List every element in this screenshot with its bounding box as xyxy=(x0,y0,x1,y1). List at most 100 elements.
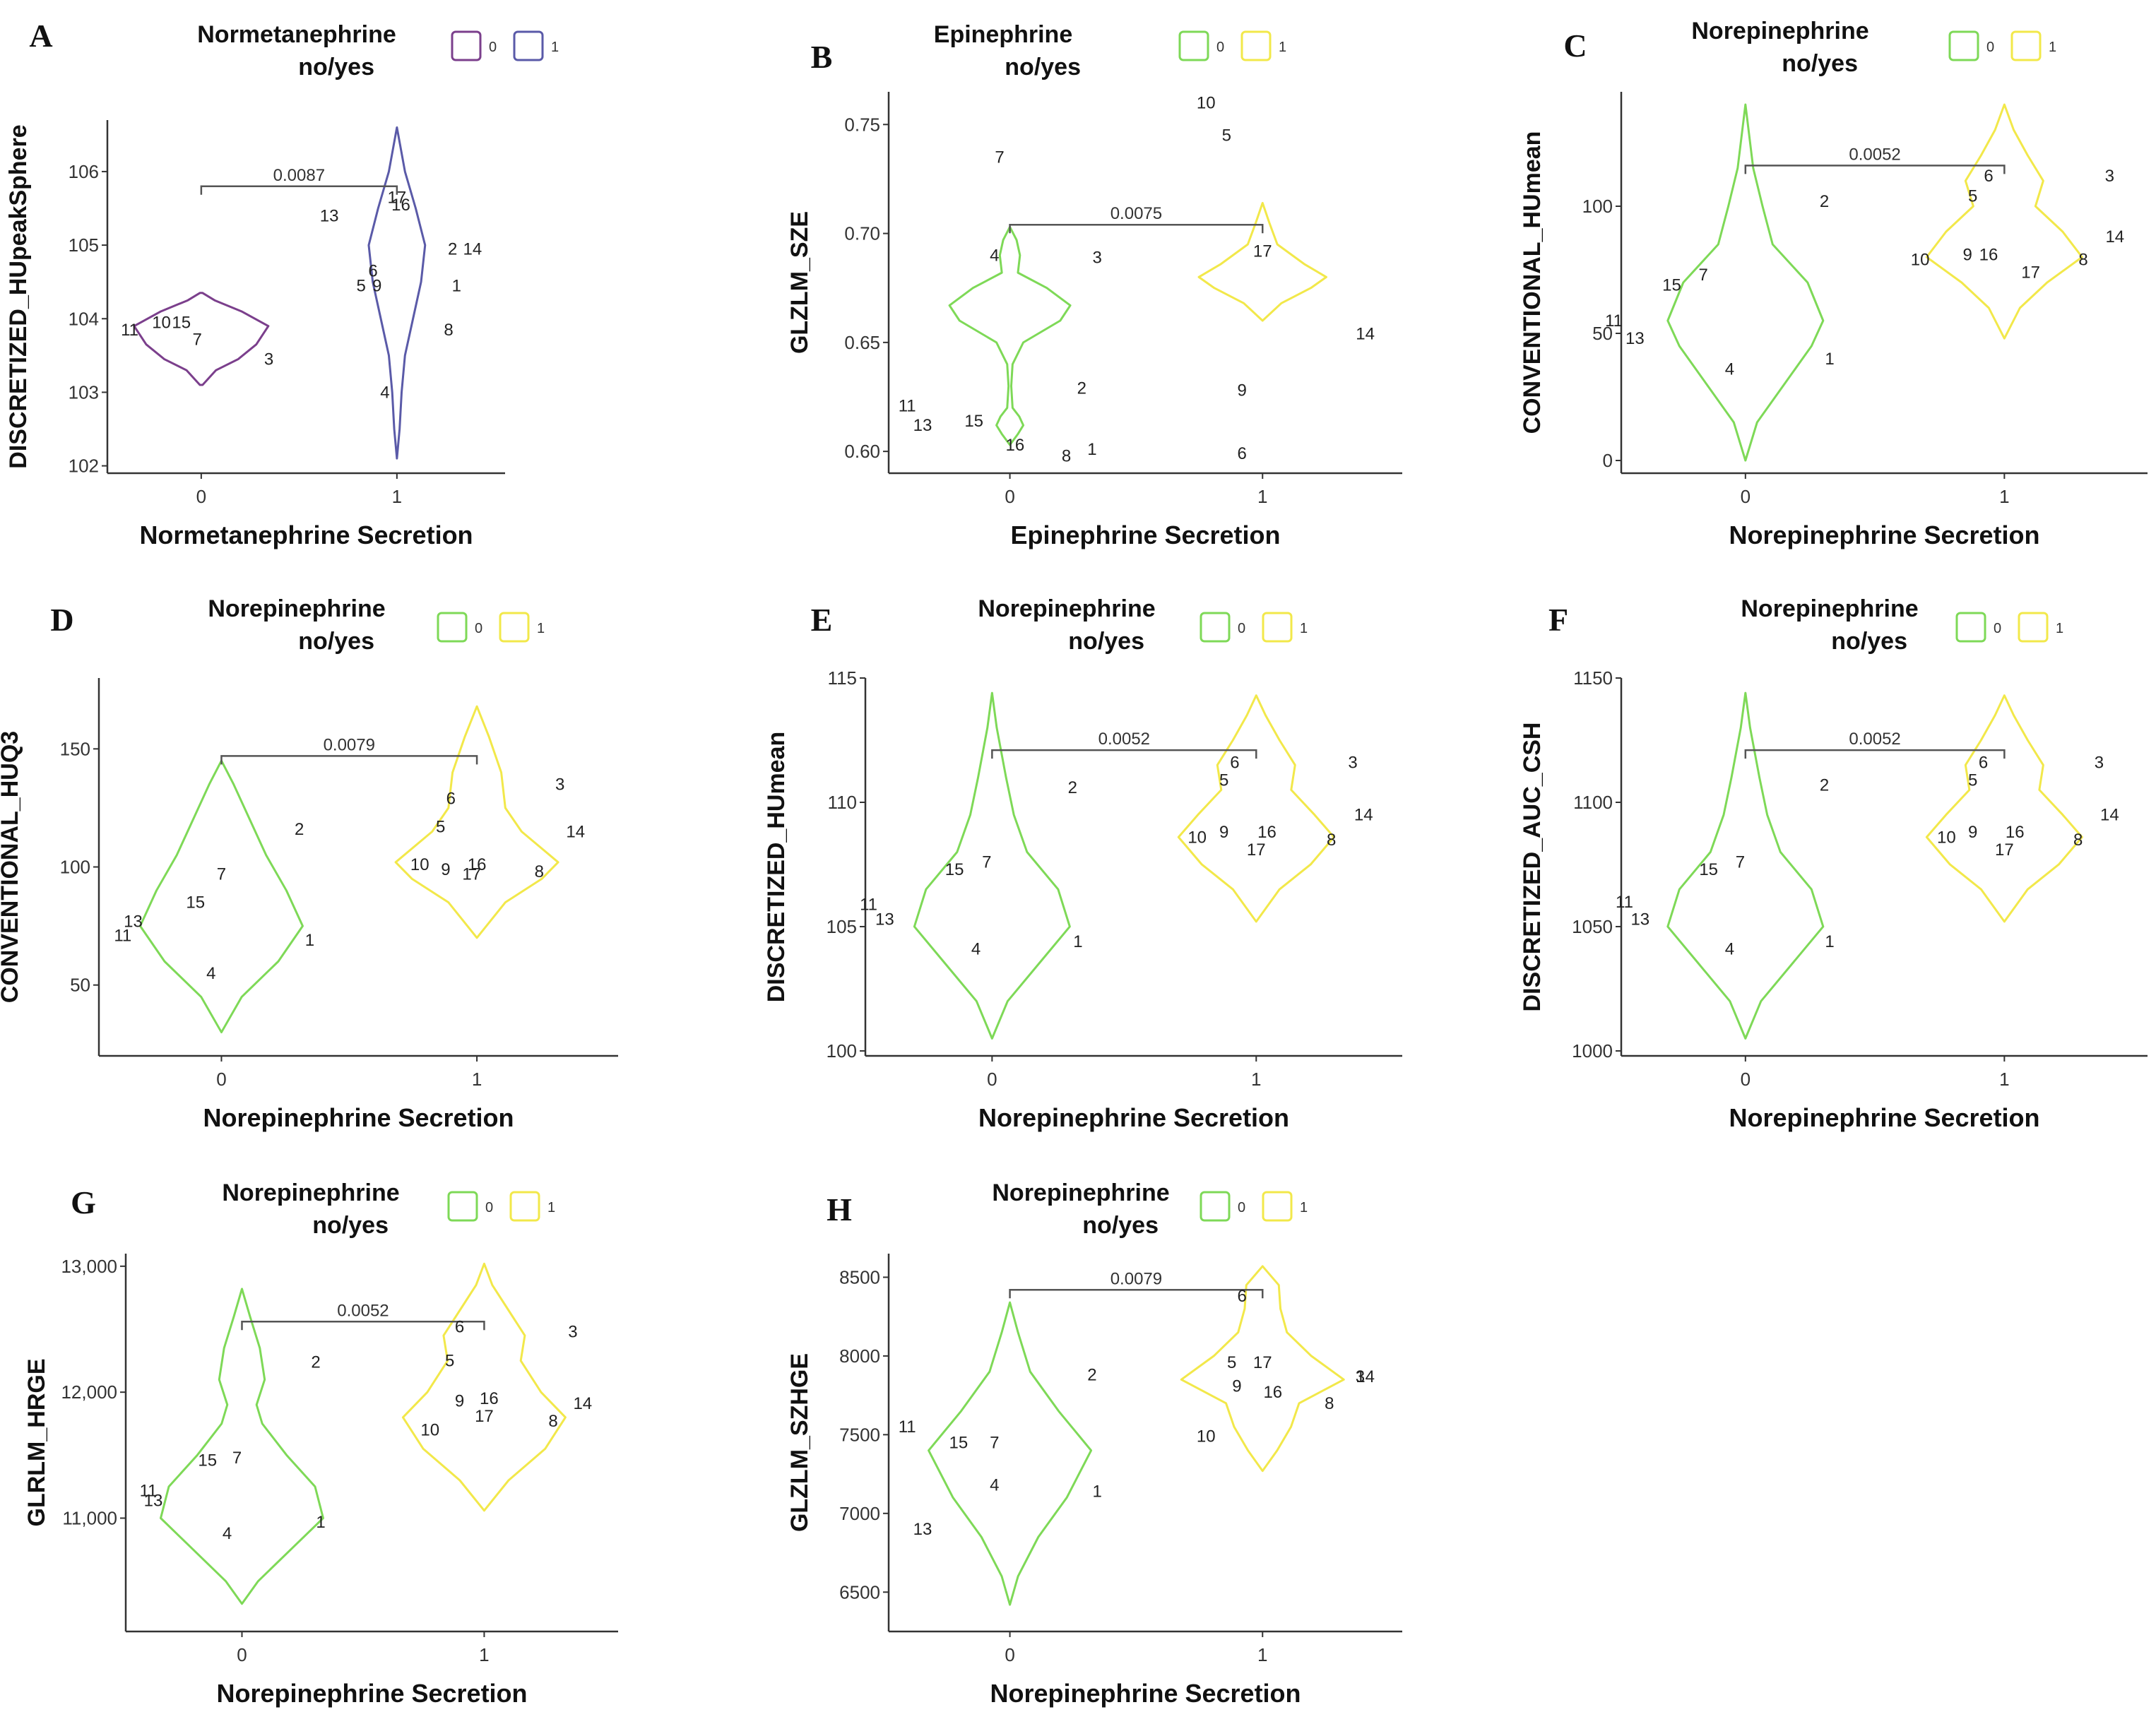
y-axis-title: DISCRETIZED_HUpeakSphere xyxy=(5,124,32,468)
data-point-label: 5 xyxy=(436,818,445,837)
legend-key-swatch xyxy=(2010,30,2042,61)
y-tick-label: 103 xyxy=(69,381,99,403)
data-point-label: 11 xyxy=(1605,311,1623,331)
data-point-label: 7 xyxy=(1699,266,1708,285)
data-point-label: 13 xyxy=(913,416,932,435)
legend-title-line1: Norepinephrine xyxy=(1741,595,1918,622)
p-value-label: 0.0052 xyxy=(1098,730,1150,749)
x-tick-label: 0 xyxy=(987,1069,997,1090)
legend-key-label: 1 xyxy=(1279,40,1286,55)
data-point-label: 9 xyxy=(1219,823,1228,842)
data-point-label: 6 xyxy=(1979,754,1988,773)
legend-key-label: 1 xyxy=(547,1200,555,1215)
legend-key-swatch xyxy=(499,612,530,643)
y-tick-label: 100 xyxy=(1582,196,1613,217)
data-point-label: 15 xyxy=(945,860,964,879)
legend-title-line2: no/yes xyxy=(1782,50,1858,77)
y-axis-title: GLZLM_SZE xyxy=(786,211,813,354)
panel-letter: E xyxy=(811,602,833,638)
legend-title-line1: Norepinephrine xyxy=(978,595,1155,622)
y-tick-label: 105 xyxy=(827,916,857,937)
data-point-label: 2 xyxy=(448,239,457,258)
data-point-label: 4 xyxy=(990,246,999,265)
panel-letter: B xyxy=(811,39,833,75)
legend-title-line1: Norepinephrine xyxy=(992,1179,1169,1206)
legend-title-line2: no/yes xyxy=(1082,1212,1159,1239)
p-value-label: 0.0079 xyxy=(324,735,375,754)
legend-key-label: 0 xyxy=(1238,621,1245,636)
legend-title-line2: no/yes xyxy=(1831,628,1907,655)
data-point-label: 1 xyxy=(305,931,314,950)
legend-title-line1: Epinephrine xyxy=(934,21,1072,48)
data-point-label: 15 xyxy=(1699,860,1718,879)
data-point-label: 2 xyxy=(1820,775,1829,795)
data-point-label: 4 xyxy=(1725,359,1734,379)
data-point-label: 9 xyxy=(455,1392,464,1411)
data-point-label: 13 xyxy=(913,1520,932,1539)
y-tick-label: 1150 xyxy=(1573,667,1613,689)
y-tick-label: 8500 xyxy=(839,1266,880,1288)
data-point-label: 15 xyxy=(172,313,191,332)
significance-bracket xyxy=(1744,165,2006,174)
data-point-label: 7 xyxy=(232,1449,242,1468)
p-value-label: 0.0052 xyxy=(337,1301,389,1320)
x-axis-title: Norepinephrine Secretion xyxy=(203,1103,514,1132)
data-point-label: 9 xyxy=(1237,381,1246,400)
legend-title-line2: no/yes xyxy=(1068,628,1144,655)
legend-key-label: 0 xyxy=(1994,621,2001,636)
legend-key-label: 1 xyxy=(1300,1200,1308,1215)
data-point-label: 13 xyxy=(875,910,894,929)
data-point-label: 13 xyxy=(144,1492,163,1511)
x-tick-label: 0 xyxy=(196,486,206,507)
data-point-label: 10 xyxy=(1187,828,1207,847)
data-point-label: 7 xyxy=(995,148,1004,167)
legend-key-label: 0 xyxy=(489,40,497,55)
data-point-label: 9 xyxy=(1232,1377,1241,1396)
data-point-label: 1 xyxy=(1073,932,1082,951)
data-point-label: 16 xyxy=(1257,823,1277,842)
legend-key-swatch xyxy=(437,612,468,643)
y-tick-label: 105 xyxy=(69,234,99,256)
data-point-label: 1 xyxy=(1825,932,1834,951)
data-point-label: 3 xyxy=(2095,754,2104,773)
data-point-label: 10 xyxy=(420,1421,439,1440)
p-value-label: 0.0075 xyxy=(1110,204,1162,223)
x-tick-label: 1 xyxy=(479,1644,489,1665)
legend-key-swatch xyxy=(451,30,482,61)
legend-key-swatch xyxy=(1262,612,1293,643)
data-point-label: 3 xyxy=(1356,1367,1365,1386)
data-point-label: 4 xyxy=(223,1524,232,1543)
data-point-label: 8 xyxy=(548,1412,557,1431)
data-point-label: 14 xyxy=(1356,325,1375,344)
legend-key-label: 0 xyxy=(1986,40,1994,55)
data-point-label: 14 xyxy=(2105,227,2124,246)
x-tick-label: 1 xyxy=(1257,486,1267,507)
data-point-label: 16 xyxy=(468,855,487,874)
data-point-label: 13 xyxy=(1625,329,1645,348)
legend-key-swatch xyxy=(513,30,544,61)
legend-key-label: 0 xyxy=(1216,40,1224,55)
data-point-label: 14 xyxy=(1356,1367,1375,1386)
x-tick-label: 0 xyxy=(1741,486,1751,507)
legend-key-swatch xyxy=(1948,30,1979,61)
data-point-label: 15 xyxy=(186,893,205,913)
y-tick-label: 7500 xyxy=(839,1424,880,1445)
data-point-label: 10 xyxy=(1197,93,1216,112)
panel-g: G Norepinephrine no/yes 0 1 11,000 12,000 13,00… xyxy=(23,1179,618,1708)
data-point-label: 16 xyxy=(1263,1383,1282,1402)
panel-b: B Epinephrine no/yes 0 1 0.60 0.65 0.70 0.75 0 1 Ep… xyxy=(786,21,1402,549)
data-point-label: 5 xyxy=(1219,771,1228,790)
data-point-label: 3 xyxy=(568,1323,577,1342)
y-tick-label: 13,000 xyxy=(61,1256,117,1277)
y-tick-label: 102 xyxy=(69,456,99,477)
y-tick-label: 50 xyxy=(1592,323,1613,344)
legend-key-label: 1 xyxy=(2049,40,2056,55)
x-axis-title: Normetanephrine Secretion xyxy=(139,521,473,549)
data-point-label: 15 xyxy=(198,1451,217,1470)
data-point-label: 7 xyxy=(1736,852,1745,872)
violin-0 xyxy=(1666,691,1825,1040)
data-point-label: 2 xyxy=(1068,778,1077,797)
data-point-label: 6 xyxy=(1237,1287,1246,1306)
x-axis-title: Norepinephrine Secretion xyxy=(990,1679,1301,1708)
